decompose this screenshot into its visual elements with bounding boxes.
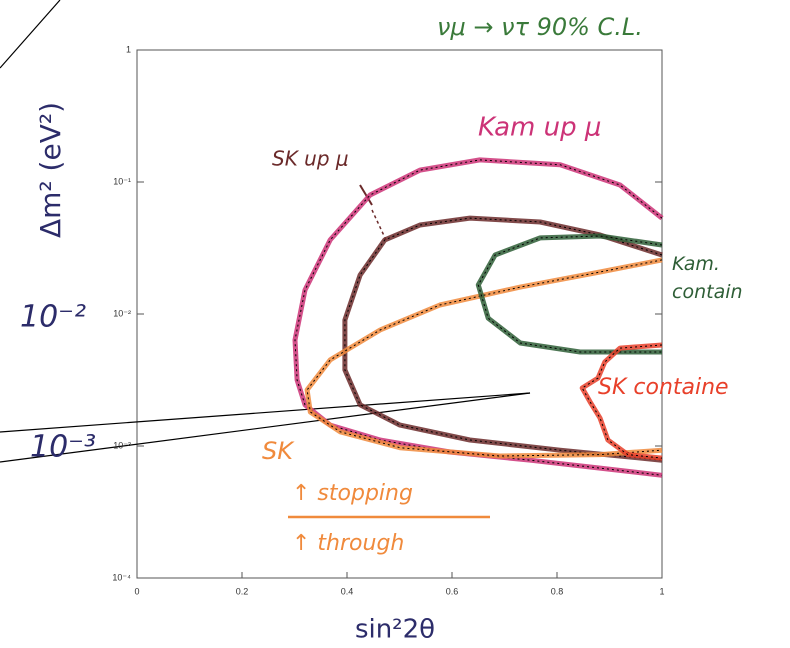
pen-stroke [0, 393, 530, 432]
series-label: SK up μ [272, 147, 349, 171]
annotation: ↑ stopping [292, 481, 413, 506]
contour-line [582, 345, 662, 458]
x-tick-label: 0.6 [446, 586, 459, 596]
pen-stroke [0, 0, 60, 68]
x-tick-label: 0.2 [236, 586, 249, 596]
label-pointer [372, 210, 386, 240]
contour-line [582, 345, 662, 458]
series-label: Kam up μ [478, 113, 601, 143]
annotation: 10⁻³ [30, 430, 96, 465]
page: νμ → ντ 90% C.L. sin²2θ Δm² (eV²) 0 0.2 0.… [0, 0, 790, 648]
y-axis-label: Δm² (eV²) [34, 102, 67, 238]
y-tick-label: 10⁻¹ [113, 176, 131, 186]
contour-line [295, 160, 662, 475]
chart: νμ → ντ 90% C.L. sin²2θ Δm² (eV²) 0 0.2 0.… [0, 0, 790, 648]
x-tick-label: 1 [659, 586, 664, 596]
y-tick-label: 10⁻² [113, 308, 131, 318]
y-tick-label: 10⁻⁴ [112, 572, 131, 582]
chart-title: νμ → ντ 90% C.L. [437, 13, 643, 41]
y-tick-label: 10⁻³ [113, 440, 131, 450]
contour-line [295, 160, 662, 475]
x-tick-label: 0.4 [341, 586, 354, 596]
x-tick-label: 0.8 [551, 586, 564, 596]
x-axis-label: sin²2θ [355, 615, 435, 645]
annotation: ↑ through [292, 531, 404, 556]
contour-line [478, 236, 662, 352]
series-label: Kam. contain [672, 250, 762, 306]
annotation: 10⁻² [20, 300, 86, 335]
series-label: SK [262, 437, 295, 465]
y-tick-label: 1 [126, 44, 131, 54]
series-label: SK containe [598, 375, 729, 400]
x-tick-label: 0 [134, 586, 139, 596]
